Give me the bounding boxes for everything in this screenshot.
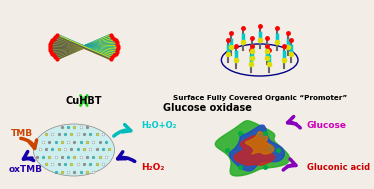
Polygon shape [234,136,275,166]
Text: CuHBT: CuHBT [65,96,102,106]
Text: Gluconic acid: Gluconic acid [307,163,370,173]
Text: Glucose: Glucose [307,122,347,130]
Polygon shape [215,121,289,176]
Ellipse shape [33,124,114,176]
Polygon shape [229,125,284,171]
Text: oxTMB: oxTMB [9,164,43,174]
Text: Glucose oxidase: Glucose oxidase [163,103,252,113]
Polygon shape [245,132,274,154]
Text: H₂O₂: H₂O₂ [142,163,165,171]
Text: H₂O+O₂: H₂O+O₂ [142,122,177,130]
Text: Surface Fully Covered Organic “Promoter”: Surface Fully Covered Organic “Promoter” [172,95,347,101]
Text: TMB: TMB [11,129,33,138]
